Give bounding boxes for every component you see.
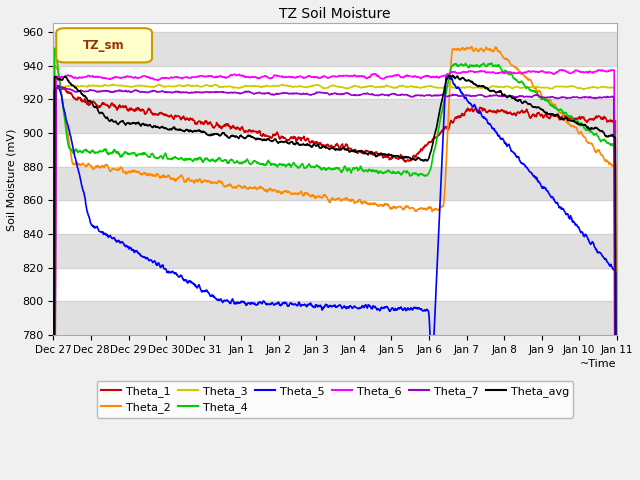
Y-axis label: Soil Moisture (mV): Soil Moisture (mV) [7, 128, 17, 230]
Title: TZ Soil Moisture: TZ Soil Moisture [280, 7, 391, 21]
Bar [54, 167, 617, 201]
Bar [54, 99, 617, 133]
Legend: Theta_1, Theta_2, Theta_3, Theta_4, Theta_5, Theta_6, Theta_7, Theta_avg: Theta_1, Theta_2, Theta_3, Theta_4, Thet… [97, 381, 573, 418]
Text: ~Time: ~Time [580, 359, 617, 369]
Bar [54, 32, 617, 66]
Text: TZ_sm: TZ_sm [83, 39, 125, 52]
FancyBboxPatch shape [56, 28, 152, 62]
Bar [54, 301, 617, 335]
Bar [54, 234, 617, 268]
